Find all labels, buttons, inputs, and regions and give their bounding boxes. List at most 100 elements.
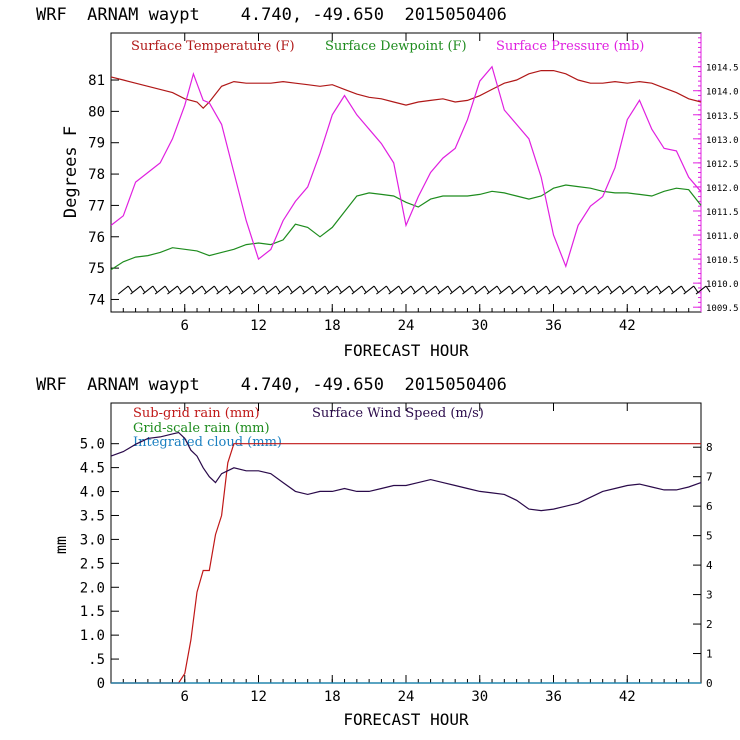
series-group bbox=[110, 65, 702, 271]
x-axis-ticks: 6 12 18 24 30 36 42 bbox=[122, 33, 690, 334]
wind-barb bbox=[486, 285, 498, 295]
wind-barb-flag bbox=[312, 285, 318, 293]
x-tick-label: 18 bbox=[324, 318, 341, 334]
wind-barb-flag bbox=[521, 285, 527, 293]
y2-tick-label: 4 bbox=[706, 559, 713, 572]
y-tick-label: 1.0 bbox=[80, 628, 105, 644]
wind-barb bbox=[130, 285, 141, 295]
y-axis-label: Degrees F bbox=[61, 126, 81, 218]
wind-barb bbox=[290, 285, 301, 295]
y-axis-left-ticks: 74 75 76 77 78 79 80 81 bbox=[88, 73, 119, 308]
x-tick-label: 12 bbox=[250, 689, 267, 705]
legend-temperature: Surface Temperature (F) bbox=[131, 39, 295, 54]
wind-barb bbox=[474, 285, 486, 295]
temperature-panel: WRF ARNAM waypt 4.740, -49.650 201505040… bbox=[36, 5, 739, 360]
rain-wind-panel: WRF ARNAM waypt 4.740, -49.650 201505040… bbox=[36, 375, 713, 729]
wind-barb bbox=[585, 285, 596, 295]
y2-tick-label: 0 bbox=[706, 677, 713, 690]
legend-subgrid-rain: Sub-grid rain (mm) bbox=[133, 406, 260, 421]
wind-barb bbox=[326, 285, 338, 295]
wind-barb-flag bbox=[250, 285, 256, 293]
wind-barb bbox=[240, 285, 252, 295]
x-tick-label: 12 bbox=[250, 318, 267, 334]
y-tick-label: 4.0 bbox=[80, 485, 105, 501]
wind-barb bbox=[449, 285, 461, 295]
wind-barb-flag bbox=[140, 285, 145, 293]
wind-barb-flag bbox=[238, 285, 244, 293]
wind-barb-flag bbox=[496, 285, 502, 293]
y2-tick-label: 1014.5 bbox=[706, 64, 739, 74]
wind-barb-flag bbox=[213, 285, 219, 293]
y-tick-label: 75 bbox=[88, 261, 105, 277]
y-tick-label: 3.5 bbox=[80, 508, 105, 524]
wind-barb bbox=[523, 285, 535, 295]
wind-barb-flag bbox=[275, 285, 281, 293]
wind-barb bbox=[695, 285, 707, 295]
x-tick-label: 18 bbox=[324, 689, 341, 705]
x-tick-label: 24 bbox=[398, 318, 415, 334]
wind-barb-flag bbox=[398, 285, 404, 293]
y-tick-label: 2.5 bbox=[80, 556, 105, 572]
y2-tick-label: 1010.5 bbox=[706, 256, 739, 266]
wind-barb-flag bbox=[324, 285, 330, 293]
wind-barb-flag bbox=[422, 285, 428, 293]
y2-tick-label: 1014.0 bbox=[706, 88, 739, 98]
y2-tick-label: 2 bbox=[706, 618, 713, 631]
wind-barbs-row bbox=[117, 285, 711, 295]
y-tick-label: 79 bbox=[88, 136, 105, 152]
y-tick-label: 78 bbox=[88, 167, 105, 183]
wind-barb-flag bbox=[152, 285, 158, 293]
wind-barb bbox=[400, 285, 412, 295]
wind-barb-flag bbox=[435, 285, 440, 293]
wind-barb bbox=[314, 285, 326, 295]
wind-barb-flag bbox=[189, 285, 195, 293]
x-tick-label: 30 bbox=[471, 689, 488, 705]
wind-barb bbox=[228, 285, 240, 295]
wind-barb bbox=[154, 285, 166, 295]
y-tick-label: .5 bbox=[88, 652, 105, 668]
y-tick-label: 2.0 bbox=[80, 580, 105, 596]
y-axis-label: mm bbox=[52, 536, 70, 554]
wind-barb-flag bbox=[558, 285, 563, 293]
wind-barb-flag bbox=[263, 285, 268, 293]
wind-barb-flag bbox=[373, 285, 379, 293]
wind-barb bbox=[179, 285, 191, 295]
wind-barb-flag bbox=[594, 285, 600, 293]
y-tick-label: 3.0 bbox=[80, 532, 105, 548]
series-line-surface-dewpoint-f bbox=[110, 184, 702, 271]
y-tick-label: 74 bbox=[88, 292, 105, 308]
y2-tick-label: 5 bbox=[706, 530, 713, 543]
y2-tick-label: 1011.5 bbox=[706, 208, 739, 218]
wind-barb bbox=[204, 285, 215, 295]
wind-barb-flag bbox=[705, 285, 711, 293]
y-axis-left-ticks: 0 .5 1.0 1.5 2.0 2.5 3.0 3.5 4.0 4.5 5.0 bbox=[80, 437, 119, 692]
wind-barb-flag bbox=[164, 285, 170, 293]
legend-grid-rain: Grid-scale rain (mm) bbox=[133, 421, 270, 436]
wind-barb bbox=[609, 285, 621, 295]
x-tick-label: 42 bbox=[619, 689, 636, 705]
wind-barb bbox=[560, 285, 572, 295]
wind-barb-flag bbox=[299, 285, 305, 293]
wind-barb bbox=[658, 285, 670, 295]
wind-barb-flag bbox=[361, 285, 367, 293]
wind-barb bbox=[253, 285, 264, 295]
legend-dewpoint: Surface Dewpoint (F) bbox=[325, 39, 467, 54]
wind-barb bbox=[462, 285, 473, 295]
wind-barb-flag bbox=[386, 285, 391, 293]
y-axis-right-ticks: 0 1 2 3 4 5 6 7 8 bbox=[693, 441, 713, 690]
y-tick-label: 77 bbox=[88, 198, 105, 214]
wind-barb-flag bbox=[127, 285, 133, 293]
y2-tick-label: 6 bbox=[706, 500, 713, 513]
series-group bbox=[110, 431, 702, 684]
x-tick-label: 6 bbox=[181, 689, 189, 705]
y-tick-label: 80 bbox=[88, 104, 105, 120]
wind-barb bbox=[265, 285, 277, 295]
x-tick-label: 36 bbox=[545, 318, 562, 334]
x-axis-label: FORECAST HOUR bbox=[343, 341, 469, 360]
y-tick-label: 81 bbox=[88, 73, 105, 89]
wind-barb bbox=[412, 285, 424, 295]
series-line-surface-pressure-mb bbox=[110, 65, 702, 269]
wind-barb-flag bbox=[533, 285, 539, 293]
x-tick-label: 24 bbox=[398, 689, 415, 705]
legend-cloud: Integrated cloud (mm) bbox=[133, 435, 282, 450]
